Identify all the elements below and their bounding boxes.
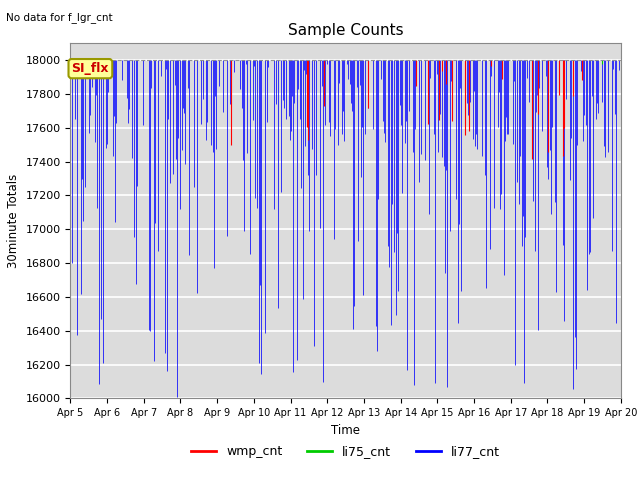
Y-axis label: 30minute Totals: 30minute Totals bbox=[7, 174, 20, 268]
Text: SI_flx: SI_flx bbox=[72, 62, 109, 75]
Legend: wmp_cnt, li75_cnt, li77_cnt: wmp_cnt, li75_cnt, li77_cnt bbox=[186, 440, 505, 463]
Title: Sample Counts: Sample Counts bbox=[288, 23, 403, 38]
Text: No data for f_lgr_cnt: No data for f_lgr_cnt bbox=[6, 12, 113, 23]
X-axis label: Time: Time bbox=[331, 424, 360, 437]
